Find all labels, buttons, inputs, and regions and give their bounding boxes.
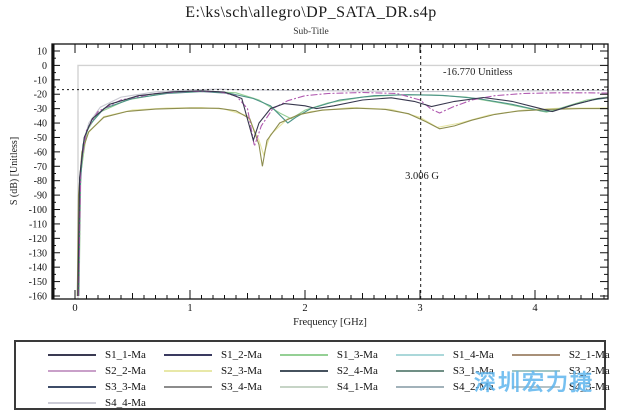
legend-swatch: [279, 386, 328, 388]
legend-label: S4_4-Ma: [105, 397, 146, 409]
y-tick-label: -90: [34, 191, 47, 202]
legend-label: S1_2-Ma: [220, 349, 262, 361]
legend-swatch: [48, 402, 96, 404]
legend-swatch: [511, 386, 560, 388]
legend-swatch: [279, 370, 328, 372]
legend-label: S1_4-Ma: [452, 349, 494, 361]
legend-label: S4_2-Ma: [452, 381, 494, 393]
legend-swatch: [395, 354, 444, 356]
y-tick-label: -110: [29, 219, 47, 230]
series-trace-magenta-dashed: [77, 90, 608, 297]
legend-label: S3_1-Ma: [452, 365, 494, 377]
y-tick-label: -70: [34, 162, 47, 173]
series-trace-light-gray: [78, 88, 608, 297]
legend-item: S3_4-Ma: [146, 381, 262, 393]
legend-item: S4_4-Ma: [30, 397, 146, 409]
legend-item: S2_2-Ma: [30, 365, 146, 377]
x-tick-label: 2: [302, 303, 307, 314]
y-tick-label: -30: [34, 104, 47, 115]
legend-item: S4_1-Ma: [262, 381, 378, 393]
x-tick-label: 4: [532, 303, 538, 314]
legend-item: S3_3-Ma: [30, 381, 146, 393]
y-tick-label: -130: [29, 248, 47, 259]
legend-item: S4_3-Ma: [494, 381, 610, 393]
y-tick-label: 10: [37, 46, 47, 57]
y-tick-label: -60: [34, 147, 47, 158]
legend-label: S2_4-Ma: [336, 365, 378, 377]
x-tick-label: 3: [417, 303, 422, 314]
legend-label: S4_1-Ma: [336, 381, 378, 393]
legend-item: S3_2-Ma: [494, 365, 610, 377]
legend-item: S4_2-Ma: [378, 381, 494, 393]
y-tick-label: -20: [34, 90, 47, 101]
y-tick-label: -80: [34, 176, 47, 187]
legend-swatch: [395, 386, 444, 388]
legend-label: S4_3-Ma: [568, 381, 610, 393]
legend-swatch: [48, 354, 96, 356]
y-tick-label: -40: [34, 119, 47, 130]
legend-item: S1_2-Ma: [146, 349, 262, 361]
series-trace-teal: [77, 91, 608, 297]
legend: S1_1-Ma S1_2-Ma S1_3-Ma S1_4-Ma S2_1-Ma S2_2-…: [14, 340, 610, 410]
legend-swatch: [511, 370, 560, 372]
legend-item: S1_4-Ma: [378, 349, 494, 361]
legend-item: S2_3-Ma: [146, 365, 262, 377]
y-tick-label: -100: [29, 205, 47, 216]
legend-label: S3_2-Ma: [568, 365, 610, 377]
series-trace-light-green: [78, 90, 608, 297]
x-tick-label: 1: [187, 303, 192, 314]
legend-label: S1_3-Ma: [336, 349, 378, 361]
chart-subtitle: Sub-Title: [293, 27, 329, 37]
x-axis-title: Frequency [GHz]: [293, 317, 367, 328]
legend-item: S1_3-Ma: [262, 349, 378, 361]
legend-item: S1_1-Ma: [30, 349, 146, 361]
legend-swatch: [163, 354, 212, 356]
legend-swatch: [163, 370, 212, 372]
legend-item: S3_1-Ma: [378, 365, 494, 377]
page-title: E:\ks\sch\allegro\DP_SATA_DR.s4p: [185, 4, 437, 21]
legend-swatch: [511, 354, 560, 356]
plot-frame: [51, 43, 609, 300]
legend-label: S1_1-Ma: [105, 349, 146, 361]
legend-item: S2_4-Ma: [262, 365, 378, 377]
watermark: 深圳宏力捷: [474, 371, 595, 396]
legend-label: S3_4-Ma: [220, 381, 262, 393]
y-tick-label: -120: [29, 234, 47, 245]
y-tick-label: -150: [29, 277, 47, 288]
legend-label: S3_3-Ma: [105, 381, 146, 393]
chart-canvas: 100-10-20-30-40-50-60-70-80-90-100-110-1…: [29, 43, 609, 314]
y-tick-label: -50: [34, 133, 47, 144]
y-tick-label: -140: [29, 263, 47, 274]
y-axis-title: S (dB) [Unitless]: [9, 136, 20, 206]
legend-swatch: [163, 386, 212, 388]
legend-swatch: [48, 370, 96, 372]
x-tick-label: 0: [72, 303, 77, 314]
legend-item: S2_1-Ma: [494, 349, 610, 361]
y-tick-label: -160: [29, 291, 47, 302]
legend-swatch: [48, 386, 96, 388]
marker-frequency-label: 3.006 G: [405, 171, 439, 182]
marker-value-label: -16.770 Unitless: [443, 67, 513, 78]
legend-label: S2_3-Ma: [220, 365, 262, 377]
legend-label: S2_1-Ma: [568, 349, 610, 361]
legend-label: S2_2-Ma: [105, 365, 146, 377]
legend-swatch: [395, 370, 444, 372]
series-trace-pale-yellow: [77, 106, 608, 297]
y-tick-label: -10: [34, 75, 47, 86]
series-trace-olive: [76, 107, 608, 297]
series-trace-dark-navy: [77, 90, 608, 297]
legend-swatch: [279, 354, 328, 356]
y-tick-label: 0: [42, 61, 47, 72]
